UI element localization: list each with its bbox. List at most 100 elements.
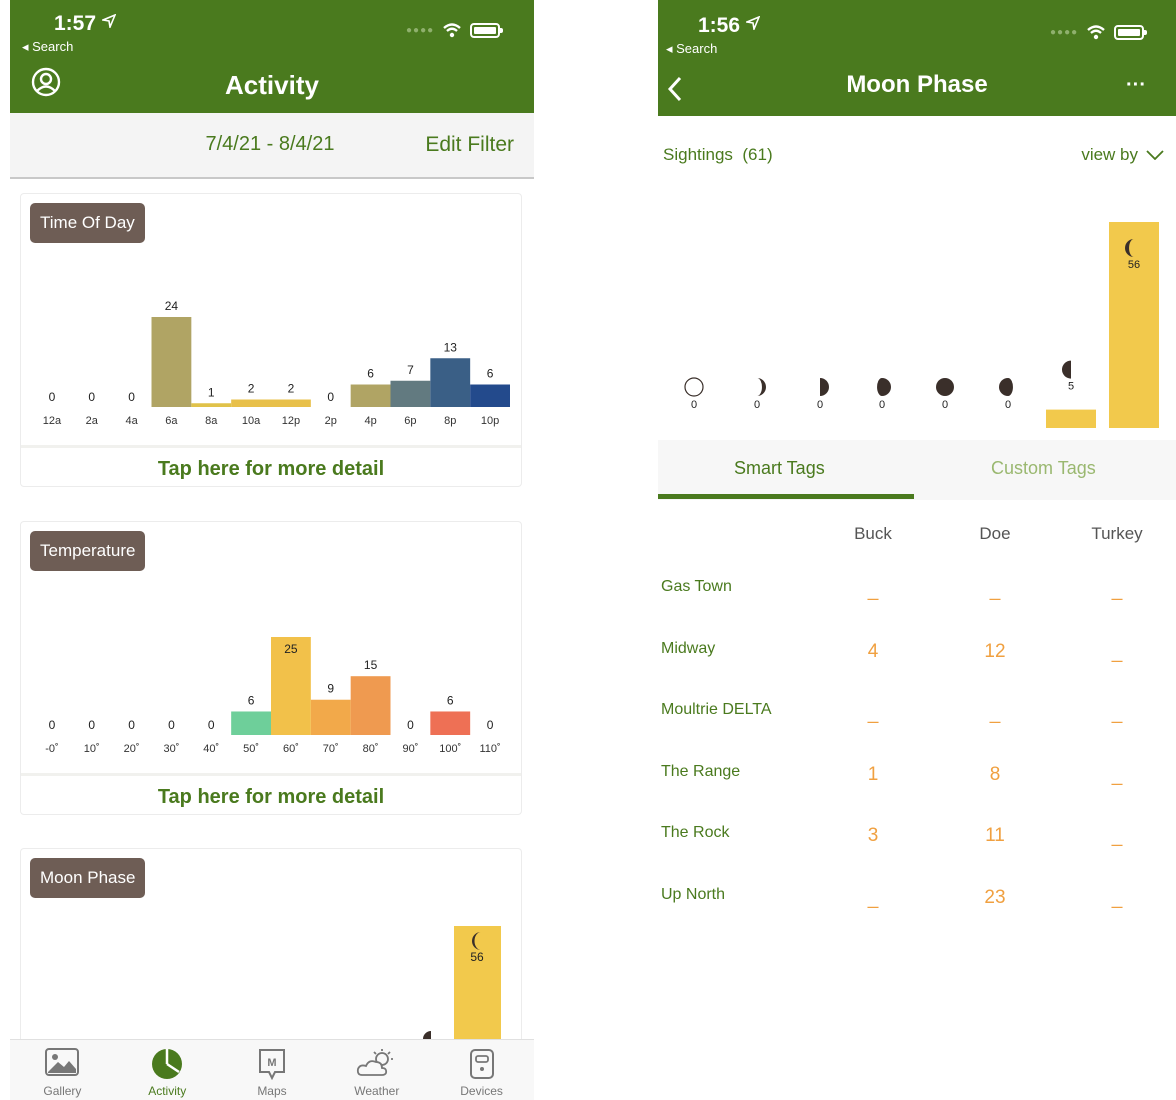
activity-pie-icon: [152, 1049, 183, 1079]
temperature-detail-link[interactable]: Tap here for more detail: [157, 786, 385, 808]
waning-gibbous-partial-icon: [423, 1031, 431, 1039]
time-of-day-chart: 0 12a 0 2a 0 4a 24 6a 1 8a 2 10a 2 12p 0 2p 6 4p 7 6p 13 8p 6 1…: [43, 299, 510, 427]
waxing-crescent-moon-icon: [757, 378, 766, 396]
chart-bar: [430, 711, 471, 735]
chart-tick-label: 10a: [242, 415, 261, 427]
moon-phase-header: 1:56 ◂ Search ●●●● Moon Phase ···: [658, 0, 1176, 116]
moon-value-label: 0: [942, 399, 948, 411]
chart-tick-label: 6p: [404, 415, 416, 427]
tab-weather-label: Weather: [354, 1084, 400, 1098]
time-of-day-detail-link[interactable]: Tap here for more detail: [157, 458, 385, 480]
temperature-tag: Temperature: [30, 531, 146, 571]
moon-value-label: 56: [1128, 259, 1140, 271]
date-range[interactable]: 7/4/21 - 8/4/21: [205, 133, 335, 155]
tab-custom-tags[interactable]: Custom Tags: [991, 458, 1096, 478]
edit-filter-button[interactable]: Edit Filter: [425, 133, 514, 156]
chart-value-label: 0: [88, 718, 95, 732]
table-cell: 11: [985, 825, 1005, 847]
tab-devices[interactable]: Devices: [429, 1040, 534, 1100]
chart-value-label: 0: [88, 390, 95, 404]
column-doe: Doe: [979, 524, 1011, 543]
sightings-count: (61): [742, 145, 773, 164]
status-time: 1:56: [698, 14, 761, 38]
status-time: 1:57: [54, 12, 117, 36]
view-by-label: view by: [1081, 145, 1138, 164]
chart-value-label: 13: [444, 340, 458, 354]
chart-bar: [151, 317, 192, 407]
waxing-gibbous-moon-icon: [877, 378, 891, 396]
table-cell: _: [867, 580, 879, 601]
table-cell: _: [1111, 826, 1123, 848]
chart-tick-label: 50˚: [243, 743, 259, 755]
chart-bar: [350, 384, 391, 407]
tab-gallery[interactable]: Gallery: [10, 1040, 115, 1100]
status-back-label: Search: [32, 39, 74, 54]
temperature-card: Temperature 0 -0˚ 0 10˚ 0 20˚ 0 30˚ 0 40˚ 6 50˚ 25 60…: [20, 521, 522, 815]
moon-value-label: 0: [879, 399, 885, 411]
signal-dots-icon: ●●●●: [1050, 26, 1079, 38]
chart-value-label: 0: [128, 390, 135, 404]
chart-tick-label: 100˚: [439, 743, 461, 755]
activity-screen: 1:57 ◂ Search ●●●● Activity 7/4/21 - 8/4…: [10, 0, 534, 1100]
more-options-button[interactable]: ···: [1126, 74, 1146, 96]
gallery-icon: [45, 1048, 80, 1076]
status-back-label: Search: [676, 41, 718, 56]
chart-value-label: 6: [447, 693, 454, 707]
chart-tick-label: 12a: [43, 415, 62, 427]
table-row-label: Midway: [661, 639, 716, 657]
sightings-label: Sightings: [663, 145, 733, 164]
tab-bar: Gallery Activity M Maps Weather Devices: [10, 1039, 534, 1100]
moon-phase-chart: 0 0 0 0 0 0 5 56: [684, 222, 1159, 428]
chart-tick-label: 12p: [282, 415, 300, 427]
chart-bar: [231, 399, 271, 407]
chart-bar: [231, 711, 271, 735]
svg-text:M: M: [267, 1057, 276, 1069]
tab-activity[interactable]: Activity: [115, 1040, 220, 1100]
wifi-icon: [443, 23, 461, 38]
new-moon-icon: [684, 377, 704, 397]
moon-phase-tag: Moon Phase: [30, 858, 146, 898]
tab-maps[interactable]: M Maps: [220, 1040, 325, 1100]
chart-tick-label: 20˚: [124, 743, 140, 755]
chart-tick-label: 8a: [205, 415, 218, 427]
status-back-link[interactable]: ◂ Search: [22, 39, 74, 54]
table-cell: _: [989, 580, 1001, 601]
chart-bar: [191, 403, 232, 407]
table-row-label: Up North: [661, 886, 726, 903]
chart-value-label: 25: [284, 642, 298, 656]
waning-crescent-moon-icon: [1125, 239, 1134, 257]
table-cell: 3: [867, 825, 879, 847]
chart-tick-label: 10˚: [84, 743, 100, 755]
moon-bar: [1046, 409, 1096, 428]
tab-gallery-label: Gallery: [43, 1084, 82, 1098]
chart-tick-label: 8p: [444, 415, 456, 427]
chart-value-label: 0: [128, 718, 135, 732]
moon-value-label: 0: [817, 399, 823, 411]
chart-tick-label: 10p: [481, 415, 499, 427]
sightings-summary: Sightings (61): [663, 145, 773, 165]
chart-value-label: 15: [364, 658, 378, 672]
chart-value-label: 0: [49, 390, 56, 404]
chart-bar: [271, 399, 311, 407]
active-tab-indicator: [658, 494, 914, 499]
status-icons: ●●●●: [406, 22, 504, 38]
status-time-text: 1:57: [54, 12, 97, 35]
profile-icon[interactable]: [31, 67, 61, 97]
chart-tick-label: -0˚: [45, 743, 58, 755]
activity-header: 1:57 ◂ Search ●●●● Activity: [10, 0, 534, 113]
page-title: Moon Phase: [846, 71, 988, 98]
chart-value-label: 0: [487, 718, 494, 732]
tab-maps-label: Maps: [257, 1084, 287, 1098]
column-buck: Buck: [854, 524, 892, 543]
tab-smart-tags[interactable]: Smart Tags: [734, 458, 825, 478]
chart-bar: [390, 380, 431, 407]
view-by-dropdown[interactable]: view by: [1081, 145, 1164, 165]
chart-tick-label: 2p: [325, 415, 337, 427]
chart-value-label: 6: [248, 693, 255, 707]
filter-bar: 7/4/21 - 8/4/21 Edit Filter: [10, 113, 534, 179]
back-chevron-icon[interactable]: [667, 76, 683, 102]
status-back-link[interactable]: ◂ Search: [666, 41, 718, 56]
tab-weather[interactable]: Weather: [324, 1040, 429, 1100]
location-arrow-icon: [99, 13, 117, 30]
table-cell: _: [1111, 703, 1123, 725]
